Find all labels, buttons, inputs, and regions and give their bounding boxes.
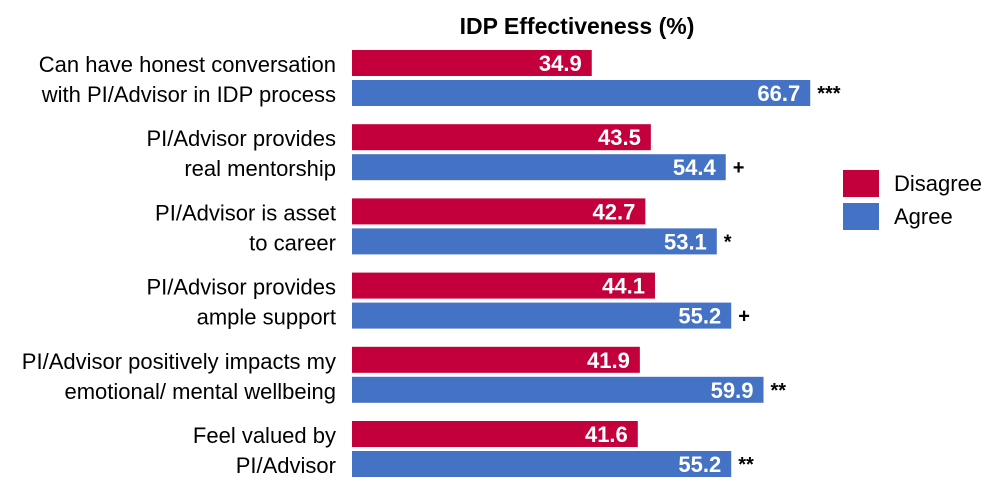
- bar-disagree-4: [352, 272, 655, 299]
- category-labels-layer: Can have honest conversation with PI/Advi…: [22, 52, 336, 478]
- bars-layer: 34.9 66.7 *** 43.5 54.4 +42.7 53.1 * 44.1 55.2 +41…: [352, 50, 841, 477]
- significance-marker-1: ***: [817, 83, 841, 105]
- chart-title: IDP Effectiveness (%): [460, 13, 695, 39]
- category-label-line: Feel valued by: [193, 423, 336, 448]
- data-label-agree-2: 54.4: [673, 155, 717, 180]
- bar-agree-5: [352, 376, 764, 403]
- legend-label-agree: Agree: [894, 204, 953, 229]
- data-label-agree-5: 59.9: [711, 378, 754, 403]
- bar-agree-2: [352, 154, 726, 181]
- bar-disagree-3: [352, 198, 646, 225]
- bar-disagree-5: [352, 346, 640, 373]
- data-label-agree-1: 66.7: [757, 81, 800, 106]
- data-label-agree-6: 55.2: [678, 452, 721, 477]
- category-label-line: with PI/Advisor in IDP process: [41, 82, 336, 107]
- data-label-disagree-1: 34.9: [539, 51, 582, 76]
- category-label-line: real mentorship: [184, 156, 336, 181]
- bar-disagree-6: [352, 421, 638, 447]
- bar-agree-4: [352, 302, 732, 329]
- legend: Disagree Agree: [843, 170, 982, 230]
- category-label-line: PI/Advisor is asset: [155, 200, 336, 225]
- legend-swatch-agree: [843, 203, 879, 230]
- category-label-2: PI/Advisor provides real mentorship: [146, 126, 336, 181]
- category-label-3: PI/Advisor is asset to career: [155, 200, 336, 255]
- bar-disagree-2: [352, 124, 651, 151]
- significance-marker-6: **: [738, 454, 754, 476]
- category-label-4: PI/Advisor provides ample support: [146, 275, 336, 330]
- data-label-agree-4: 55.2: [678, 304, 721, 329]
- category-label-line: ample support: [197, 305, 336, 330]
- bar-agree-1: [352, 80, 811, 106]
- significance-marker-5: **: [771, 380, 787, 402]
- data-label-agree-3: 53.1: [664, 229, 707, 254]
- significance-marker-4: +: [738, 306, 750, 328]
- bar-agree-6: [352, 451, 732, 477]
- category-label-line: Can have honest conversation: [39, 52, 336, 77]
- legend-label-disagree: Disagree: [894, 171, 982, 196]
- category-label-line: emotional/ mental wellbeing: [65, 379, 337, 404]
- data-label-disagree-2: 43.5: [598, 125, 641, 150]
- category-label-5: PI/Advisor positively impacts my emotiona…: [22, 349, 336, 404]
- bar-disagree-1: [352, 50, 592, 76]
- category-label-line: PI/Advisor positively impacts my: [22, 349, 336, 374]
- data-label-disagree-3: 42.7: [593, 199, 636, 224]
- category-label-line: PI/Advisor provides: [146, 275, 336, 300]
- category-label-line: PI/Advisor provides: [146, 126, 336, 151]
- significance-marker-3: *: [724, 231, 732, 253]
- category-label-line: PI/Advisor: [236, 453, 336, 478]
- data-label-disagree-5: 41.9: [587, 348, 630, 373]
- category-label-6: Feel valued by PI/Advisor: [193, 423, 336, 478]
- bar-agree-3: [352, 228, 717, 255]
- significance-marker-2: +: [733, 157, 745, 179]
- category-label-1: Can have honest conversation with PI/Advi…: [39, 52, 336, 107]
- legend-swatch-disagree: [843, 170, 879, 197]
- data-label-disagree-6: 41.6: [585, 422, 628, 447]
- category-label-line: to career: [249, 230, 336, 255]
- data-label-disagree-4: 44.1: [602, 274, 645, 299]
